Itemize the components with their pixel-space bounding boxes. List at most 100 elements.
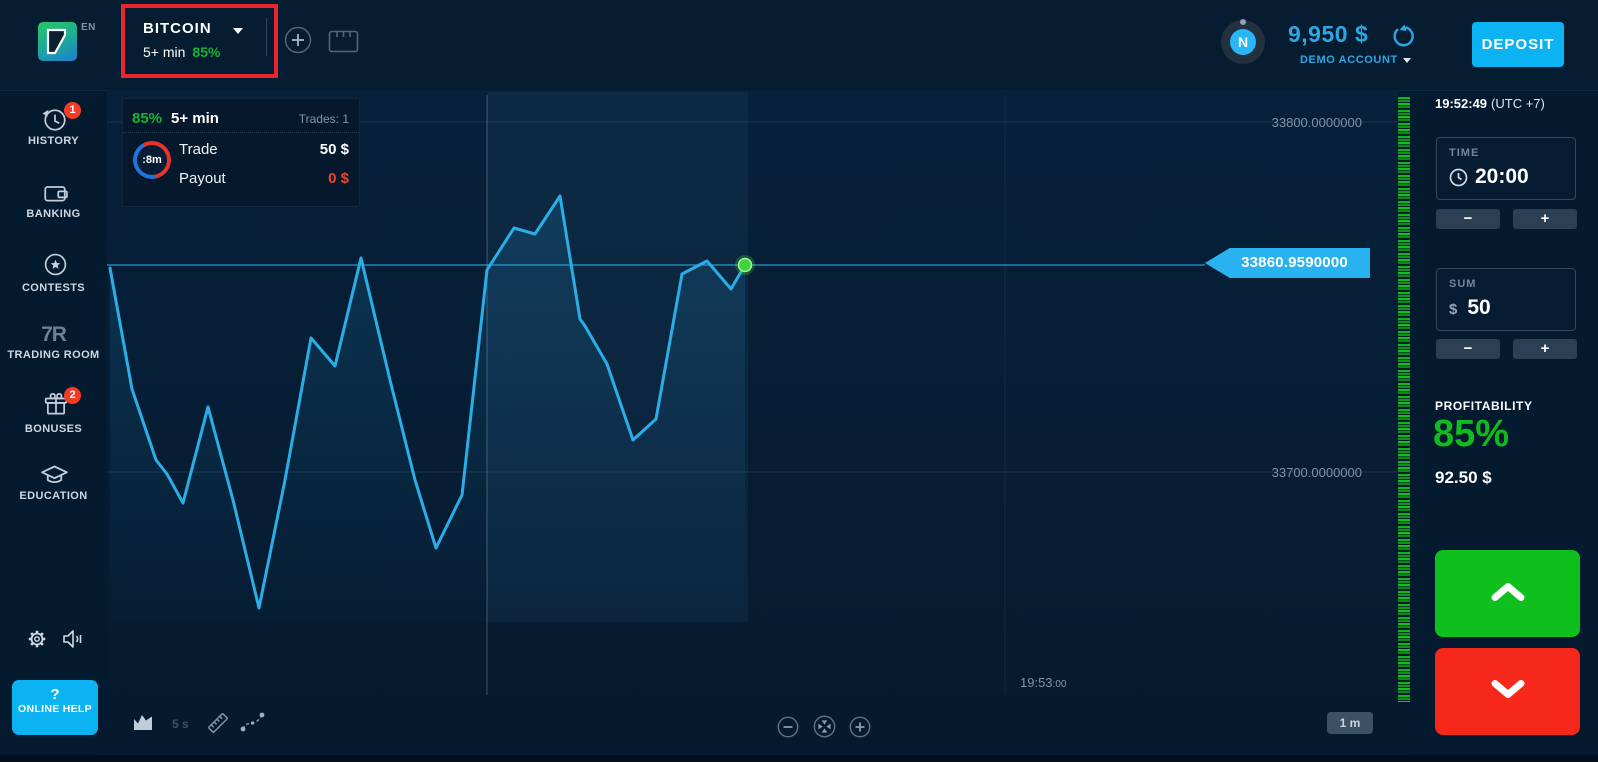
- online-help-label: ONLINE HELP: [18, 703, 92, 715]
- time-decrease-button[interactable]: −: [1436, 209, 1500, 229]
- sidebar-item-contests[interactable]: CONTESTS: [0, 250, 107, 296]
- banking-icon: [42, 180, 68, 211]
- sum-decrease-button[interactable]: −: [1436, 339, 1500, 359]
- trade-timer-value: :8m: [137, 145, 167, 175]
- avatar-initial: N: [1230, 29, 1256, 55]
- asset-payout: 85%: [192, 44, 221, 60]
- zoom-out-icon: [777, 716, 799, 738]
- account-type-label: DEMO ACCOUNT: [1300, 54, 1398, 66]
- profitability-percent: 85%: [1433, 413, 1510, 455]
- x-axis-seconds: :00: [1052, 679, 1067, 690]
- education-icon: [41, 463, 68, 493]
- online-help-button[interactable]: ? ONLINE HELP: [12, 680, 98, 735]
- account-balance: 9,950 $: [1288, 21, 1369, 47]
- sidebar-item-trading-room[interactable]: 7R TRADING ROOM: [0, 323, 107, 365]
- fit-screen-button[interactable]: [813, 715, 836, 743]
- trade-progress-strip: [1398, 97, 1410, 702]
- sidebar-item-label: TRADING ROOM: [7, 349, 100, 361]
- time-field-label: TIME: [1449, 147, 1480, 159]
- call-up-button[interactable]: [1435, 550, 1580, 637]
- sum-increase-button[interactable]: +: [1513, 339, 1577, 359]
- chart-type-button[interactable]: [133, 712, 154, 736]
- sidebar-item-label: EDUCATION: [19, 490, 88, 502]
- payout-label: Payout: [179, 170, 226, 187]
- gear-icon: [28, 630, 46, 648]
- language-label[interactable]: EN: [81, 22, 96, 33]
- asset-selector[interactable]: BITCOIN 5+ min 85%: [125, 8, 266, 66]
- history-icon: [42, 107, 68, 138]
- put-down-button[interactable]: [1435, 648, 1580, 735]
- trade-payout-percent: 85%: [132, 110, 163, 127]
- sound-button[interactable]: [61, 628, 85, 650]
- top-bar: EN BITCOIN 5+ min 85%: [0, 0, 1598, 91]
- area-chart-icon: [134, 715, 152, 730]
- asset-timeframe: 5+ min: [143, 44, 186, 60]
- expiry-time-value: 20:00: [1475, 165, 1529, 188]
- open-trade-panel: 85% 5+ min Trades: 1 :8m Trade 50 $ Payo…: [122, 98, 360, 207]
- sidebar-item-label: HISTORY: [27, 135, 80, 147]
- sidebar-item-bonuses[interactable]: 2 BONUSES: [0, 387, 107, 438]
- payout-value: 0 $: [328, 170, 349, 187]
- expiry-time-field[interactable]: TIME 20:00: [1436, 137, 1576, 200]
- trade-value: 50 $: [319, 141, 349, 158]
- price-chart[interactable]: [107, 90, 1398, 762]
- seconds-interval-button[interactable]: 5 s: [172, 717, 189, 731]
- chart-interval-chip[interactable]: 1 m: [1327, 712, 1373, 734]
- profitability-label: PROFITABILITY: [1435, 399, 1533, 413]
- sum-value: 50: [1467, 296, 1491, 319]
- time-increase-button[interactable]: +: [1513, 209, 1577, 229]
- logo-glyph-icon: [46, 28, 67, 55]
- x-axis-time: 19:53: [1020, 675, 1053, 690]
- refresh-icon: [1393, 24, 1414, 47]
- plus-circle-icon: [284, 26, 312, 54]
- settings-button[interactable]: [26, 628, 48, 650]
- current-price-tag: 33860.9590000: [1205, 248, 1370, 278]
- trades-count: Trades: 1: [298, 112, 349, 126]
- chevron-down-icon: [1402, 58, 1411, 63]
- chevron-up-icon: [1490, 581, 1526, 606]
- sidebar-item-label: BONUSES: [24, 423, 83, 435]
- add-asset-button[interactable]: [284, 26, 312, 54]
- y-axis-label: 33800.0000000: [1271, 115, 1362, 130]
- ruler-tool-button[interactable]: [205, 710, 231, 741]
- bonuses-badge: 2: [64, 387, 81, 404]
- ruler-icon: [208, 713, 228, 733]
- drawing-tool-button[interactable]: [239, 709, 266, 740]
- zoom-in-button[interactable]: [849, 716, 871, 743]
- sum-field[interactable]: SUM $50: [1436, 268, 1576, 331]
- clock-timezone: (UTC +7): [1491, 96, 1545, 111]
- sidebar-item-label: CONTESTS: [21, 282, 86, 294]
- sidebar-item-education[interactable]: EDUCATION: [0, 461, 107, 507]
- sum-field-label: SUM: [1449, 278, 1477, 290]
- sidebar-item-label: BANKING: [26, 208, 81, 220]
- avatar-status-dot: [1240, 19, 1246, 25]
- curves-icon: [240, 712, 265, 732]
- speaker-icon: [63, 630, 82, 648]
- profitability-amount: 92.50 $: [1435, 468, 1492, 487]
- deposit-button[interactable]: DEPOSIT: [1472, 22, 1564, 67]
- refresh-balance-button[interactable]: [1391, 24, 1415, 48]
- account-type-dropdown[interactable]: DEMO ACCOUNT: [1300, 54, 1411, 66]
- y-axis-label: 33700.0000000: [1271, 465, 1362, 480]
- avatar[interactable]: N: [1221, 19, 1265, 64]
- contests-icon: [43, 252, 68, 282]
- server-clock: 19:52:49 (UTC +7): [1435, 96, 1545, 111]
- currency-symbol: $: [1449, 301, 1458, 318]
- asset-name: BITCOIN: [143, 20, 212, 37]
- sidebar-item-history[interactable]: 1 HISTORY: [0, 102, 107, 150]
- fit-screen-icon: [813, 715, 836, 738]
- x-axis-label: 19:53:00: [1020, 675, 1066, 690]
- sidebar-item-banking[interactable]: BANKING: [0, 178, 107, 224]
- sum-row: $50: [1449, 296, 1491, 320]
- trade-label: Trade: [179, 141, 218, 158]
- zoom-out-button[interactable]: [777, 716, 799, 743]
- platform-logo-icon[interactable]: [38, 22, 77, 61]
- divider: [266, 18, 267, 56]
- zoom-in-icon: [849, 716, 871, 738]
- chart-tabs-button[interactable]: [328, 28, 359, 54]
- clock-icon: [1449, 168, 1468, 192]
- asset-timeframe-row: 5+ min 85%: [143, 44, 220, 60]
- chart-tabs-icon: [328, 30, 359, 53]
- clock-time: 19:52:49: [1435, 96, 1488, 111]
